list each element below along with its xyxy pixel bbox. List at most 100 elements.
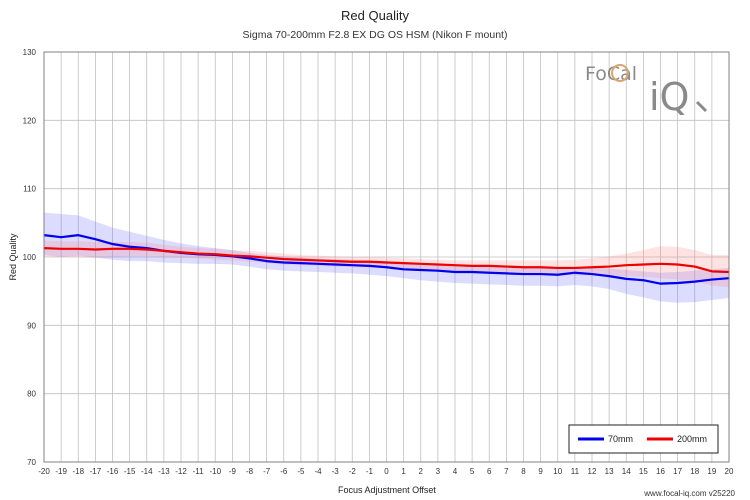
y-tick-labels: 70 80 90 100 110 120 130 xyxy=(23,48,37,467)
data-point-70mm xyxy=(60,236,62,238)
x-tick-label: -12 xyxy=(175,467,187,476)
data-point-200mm xyxy=(488,265,490,267)
x-tick-label: -3 xyxy=(332,467,340,476)
x-tick-label: 10 xyxy=(553,467,562,476)
x-tick-label: -16 xyxy=(107,467,119,476)
logo-magnifier-handle xyxy=(695,100,708,113)
data-point-200mm xyxy=(317,259,319,262)
x-tick-label: 19 xyxy=(707,467,716,476)
x-tick-label: 5 xyxy=(470,467,475,476)
x-tick-label: -17 xyxy=(90,467,102,476)
data-point-200mm xyxy=(146,248,148,251)
data-point-200mm xyxy=(642,263,644,266)
y-tick-label: 110 xyxy=(23,185,36,194)
data-point-200mm xyxy=(711,270,713,272)
x-tick-label: -1 xyxy=(366,467,374,476)
x-tick-label: -7 xyxy=(263,467,271,476)
x-tick-label: 15 xyxy=(639,467,648,476)
logo-ring xyxy=(611,64,629,82)
x-tick-label: 16 xyxy=(656,467,665,476)
x-tick-label: 9 xyxy=(538,467,543,476)
data-point-200mm xyxy=(231,255,233,257)
data-point-200mm xyxy=(180,251,182,253)
data-point-70mm xyxy=(711,278,713,281)
x-tick-label: 6 xyxy=(487,467,492,476)
x-tick-label: -10 xyxy=(209,467,221,476)
band-70mm xyxy=(44,212,729,303)
x-tick-label: -8 xyxy=(246,467,254,476)
data-point-70mm xyxy=(659,283,662,285)
x-tick-label: -11 xyxy=(193,467,205,476)
data-point-70mm xyxy=(694,281,696,283)
y-axis-label: Red Quality xyxy=(8,233,18,281)
plot-border xyxy=(43,51,730,463)
x-tick-label: -2 xyxy=(349,467,357,476)
data-point-70mm xyxy=(94,238,96,240)
legend: 70mm 200mm xyxy=(568,424,719,454)
data-point-200mm xyxy=(471,265,473,267)
data-point-70mm xyxy=(403,268,405,270)
x-tick-label: -20 xyxy=(38,467,50,476)
data-point-200mm xyxy=(300,259,302,261)
x-tick-label: 4 xyxy=(453,467,458,476)
data-point-70mm xyxy=(522,273,525,275)
data-point-200mm xyxy=(505,265,507,268)
logo-text-focal: FoCal xyxy=(585,63,637,85)
x-tick-label: 7 xyxy=(504,467,509,476)
confidence-bands xyxy=(44,212,729,303)
axes xyxy=(43,51,730,463)
x-tick-label: 17 xyxy=(673,467,682,476)
data-point-70mm xyxy=(77,234,79,236)
data-point-200mm xyxy=(248,255,251,257)
data-point-70mm xyxy=(574,272,576,274)
data-point-200mm xyxy=(694,265,696,268)
data-point-200mm xyxy=(454,264,456,266)
data-point-70mm xyxy=(677,282,679,284)
x-tick-label: -13 xyxy=(158,467,170,476)
data-point-200mm xyxy=(283,258,285,260)
x-tick-label: 20 xyxy=(725,467,734,476)
y-tick-label: 80 xyxy=(27,390,36,399)
y-tick-label: 90 xyxy=(27,321,36,330)
legend-label-70mm: 70mm xyxy=(608,434,633,444)
x-tick-label: 14 xyxy=(622,467,631,476)
data-point-70mm xyxy=(437,270,439,272)
data-point-70mm xyxy=(334,263,336,266)
data-point-70mm xyxy=(385,266,388,268)
data-point-70mm xyxy=(488,272,490,274)
chart-subtitle: Sigma 70-200mm F2.8 EX DG OS HSM (Nikon … xyxy=(243,29,508,41)
data-point-200mm xyxy=(677,263,679,266)
data-point-200mm xyxy=(574,267,576,269)
x-axis-label: Focus Adjustment Offset xyxy=(338,485,436,495)
x-tick-labels: -20 -19 -18 -17 -16 -15 -14 -13 -12 -11 -10 -9 -8 -7-… xyxy=(38,467,734,476)
chart-title: Red Quality xyxy=(341,8,409,23)
data-point-200mm xyxy=(522,266,525,268)
data-point-70mm xyxy=(608,275,610,277)
x-tick-label: -5 xyxy=(297,467,305,476)
x-tick-label: -19 xyxy=(55,467,67,476)
data-point-70mm xyxy=(266,260,268,262)
data-point-70mm xyxy=(420,269,422,271)
data-point-70mm xyxy=(471,271,473,273)
y-tick-label: 100 xyxy=(23,253,37,262)
data-point-70mm xyxy=(248,257,251,259)
x-tick-label: 0 xyxy=(384,467,389,476)
data-point-200mm xyxy=(420,263,422,265)
y-tick-label: 70 xyxy=(27,458,36,467)
data-point-70mm xyxy=(540,273,542,275)
data-point-70mm xyxy=(557,274,559,276)
data-point-200mm xyxy=(129,248,131,250)
data-point-70mm xyxy=(317,263,319,265)
data-point-70mm xyxy=(505,272,507,274)
data-point-200mm xyxy=(557,267,559,269)
data-point-200mm xyxy=(111,248,114,250)
x-tick-label: -18 xyxy=(72,467,84,476)
data-point-70mm xyxy=(625,278,627,280)
data-point-70mm xyxy=(300,262,302,264)
data-point-70mm xyxy=(111,243,114,245)
data-point-200mm xyxy=(334,260,336,262)
data-point-70mm xyxy=(351,264,353,266)
x-tick-label: 12 xyxy=(588,467,597,476)
x-tick-label: 13 xyxy=(605,467,614,476)
